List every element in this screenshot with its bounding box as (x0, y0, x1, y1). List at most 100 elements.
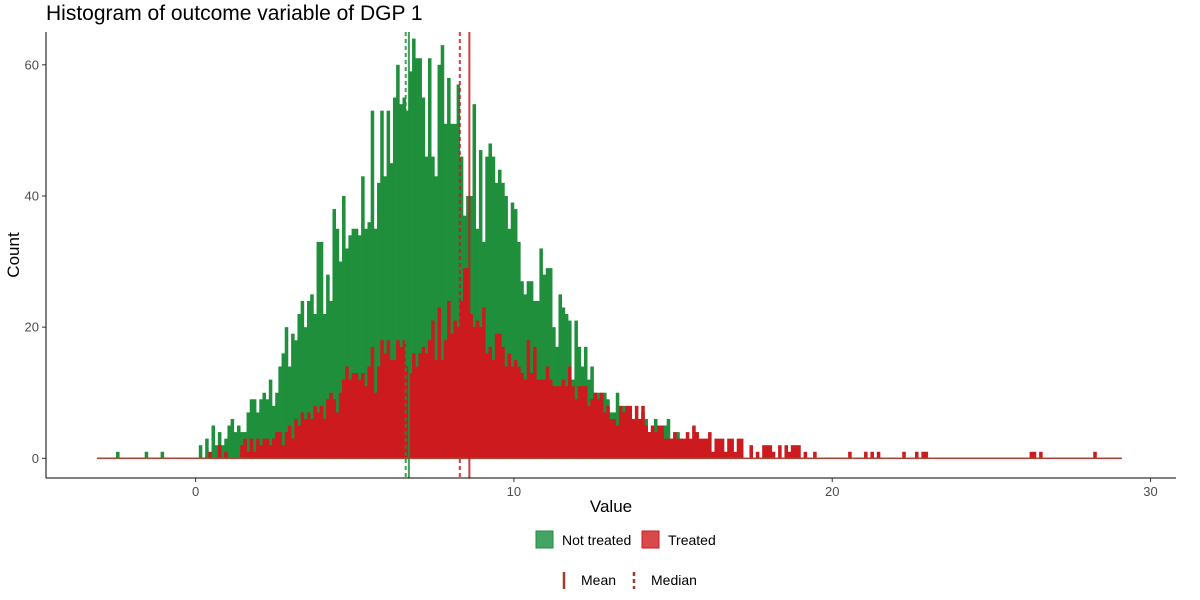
bar-not-treated (329, 300, 333, 459)
bar-not-treated (431, 156, 435, 459)
bar-treated (389, 359, 394, 459)
bar-not-treated (246, 412, 251, 459)
bar-treated (462, 268, 467, 459)
bar-treated (685, 432, 690, 459)
bar-treated (564, 386, 569, 459)
bar-not-treated (389, 163, 394, 459)
bar-not-treated (373, 228, 378, 459)
bar-treated (663, 438, 668, 459)
bar-treated (326, 399, 330, 459)
bar-treated (249, 438, 254, 459)
bar-treated (434, 359, 438, 459)
bar-not-treated (399, 104, 403, 459)
bar-not-treated (268, 379, 273, 459)
bar-treated (603, 412, 607, 459)
legend-not-treated-label: Not treated (562, 532, 631, 548)
bar-treated (864, 451, 868, 459)
bar-treated (402, 340, 407, 459)
bar-not-treated (144, 451, 149, 459)
legend-treated-swatch (641, 530, 660, 549)
x-tick-label: 30 (1143, 484, 1157, 499)
bar-treated (217, 445, 222, 459)
bar-not-treated (418, 58, 422, 459)
bar-treated (523, 379, 527, 459)
bar-not-treated (478, 150, 483, 459)
bar-treated (593, 392, 598, 459)
bar-not-treated (357, 235, 362, 459)
legend-not-treated-swatch (535, 530, 554, 549)
bar-not-treated (405, 110, 410, 459)
y-axis-ticks: 0 20 40 60 (25, 57, 46, 466)
bar-treated (437, 307, 442, 459)
bar-not-treated (313, 314, 317, 459)
bar-treated (653, 432, 658, 459)
bar-treated (370, 346, 375, 459)
bar-treated (768, 445, 773, 459)
bar-not-treated (421, 97, 426, 459)
bar-not-treated (402, 97, 407, 459)
bar-not-treated (272, 405, 276, 459)
legend-fill: Not treated Treated (535, 530, 716, 549)
bar-treated (787, 451, 792, 459)
x-axis-title: Value (590, 497, 632, 516)
bar-treated (647, 432, 652, 459)
bar-not-treated (427, 58, 432, 459)
bar-treated (876, 451, 881, 459)
bar-not-treated (294, 340, 298, 459)
bar-treated (596, 399, 601, 459)
legend-median-label: Median (651, 572, 697, 588)
bar-treated (450, 333, 454, 459)
bar-not-treated (284, 327, 289, 459)
y-tick-label: 60 (25, 57, 39, 72)
bar-not-treated (364, 228, 368, 459)
bar-not-treated (198, 445, 203, 459)
bar-treated (561, 379, 566, 459)
bar-treated (634, 405, 639, 459)
bar-not-treated (545, 268, 550, 459)
bar-not-treated (504, 195, 508, 459)
bar-treated (583, 386, 588, 459)
bar-not-treated (548, 268, 553, 459)
bar-not-treated (408, 71, 413, 459)
bar-not-treated (424, 156, 429, 459)
bar-not-treated (450, 123, 454, 459)
bar-treated (364, 386, 368, 459)
bar-not-treated (227, 425, 231, 459)
bar-treated (650, 425, 655, 459)
bar-treated (310, 418, 314, 459)
bar-treated (252, 451, 257, 459)
bar-treated (714, 438, 718, 459)
bar-treated (373, 392, 378, 459)
bar-not-treated (116, 451, 120, 459)
bar-not-treated (233, 432, 238, 459)
bar-not-treated (574, 320, 578, 459)
bar-not-treated (529, 281, 534, 459)
bar-treated (848, 451, 852, 459)
bar-treated (447, 300, 451, 459)
bar-treated (698, 438, 703, 459)
bar-treated (638, 418, 642, 459)
bar-not-treated (498, 169, 502, 459)
bar-treated (377, 366, 381, 459)
bar-treated (660, 425, 664, 459)
bar-not-treated (265, 399, 270, 459)
bar-not-treated (377, 182, 381, 459)
bar-treated (1093, 451, 1097, 459)
bar-not-treated (361, 176, 365, 459)
bar-treated (408, 373, 413, 459)
bar-treated (727, 438, 731, 459)
bar-treated (396, 340, 400, 459)
bar-not-treated (326, 274, 330, 459)
bar-treated (342, 379, 346, 459)
bar-treated (736, 438, 741, 459)
bar-treated (367, 366, 372, 459)
bar-treated (475, 320, 480, 459)
bar-treated (243, 438, 247, 459)
bar-not-treated (447, 77, 451, 459)
bar-treated (469, 314, 473, 459)
bar-not-treated (453, 123, 457, 459)
bar-treated (902, 451, 906, 459)
axes (45, 32, 1176, 479)
bar-treated (587, 405, 591, 459)
bar-treated (322, 418, 327, 459)
